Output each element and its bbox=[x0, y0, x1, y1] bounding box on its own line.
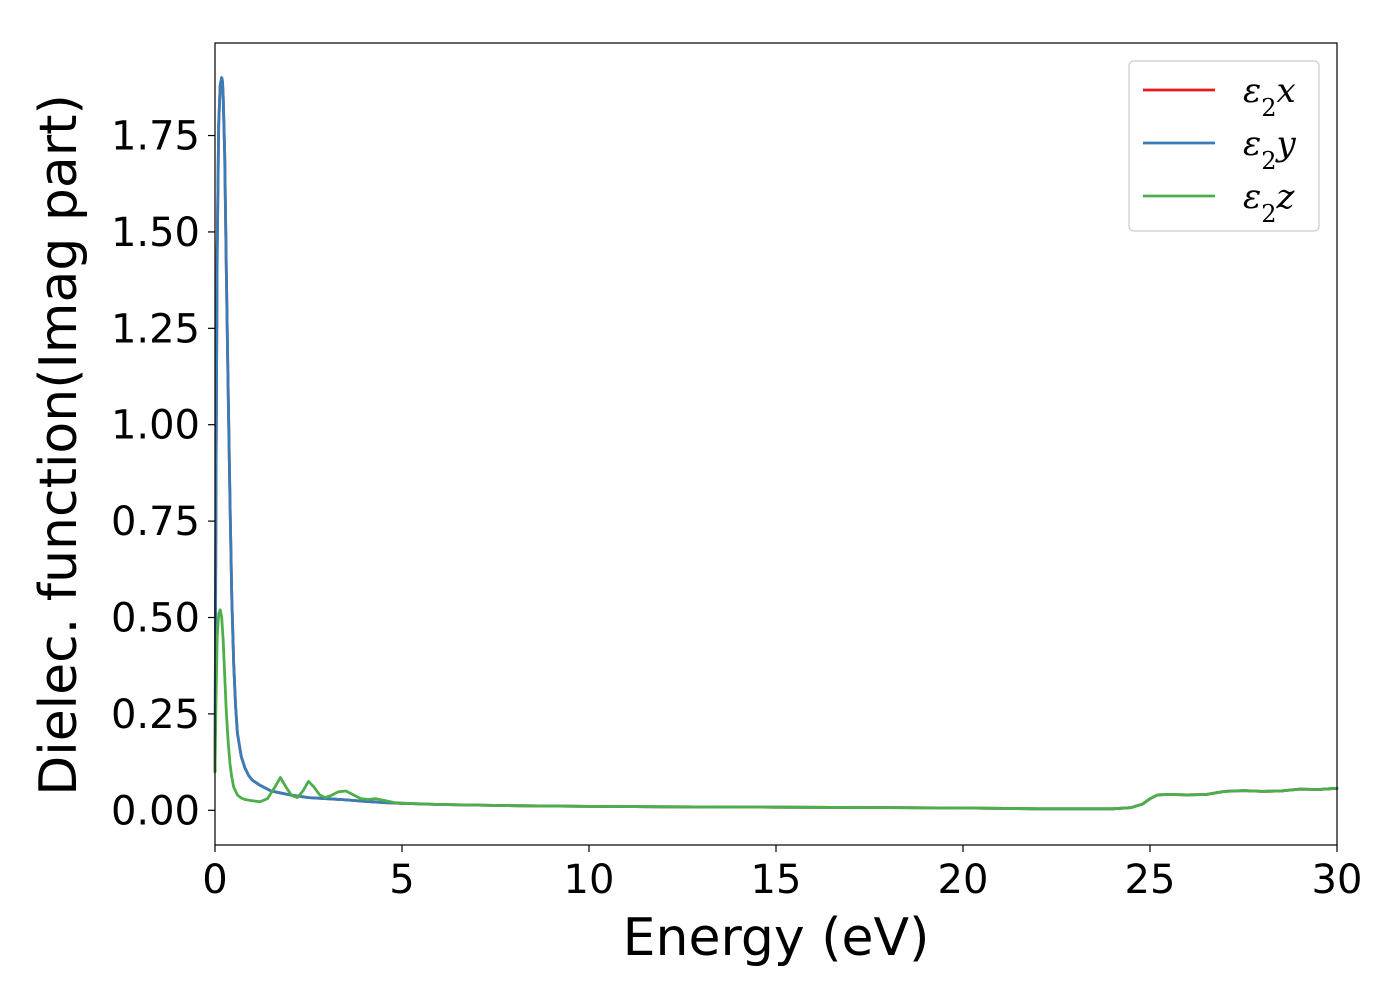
x-tick-label: 5 bbox=[389, 857, 414, 903]
y-tick-label: 1.00 bbox=[111, 403, 200, 449]
x-tick-label: 0 bbox=[202, 857, 227, 903]
series-line-3 bbox=[213, 608, 1339, 811]
x-axis-ticks: 0 5 10 15 20 25 30 bbox=[202, 845, 1362, 903]
y-axis-label: Dielec. function(Imag part) bbox=[29, 94, 89, 796]
legend-label: ε2x bbox=[1243, 71, 1296, 122]
legend-label: ε2z bbox=[1243, 177, 1296, 228]
y-axis-ticks: 0.00 0.25 0.50 0.75 1.00 1.25 1.50 1.75 bbox=[111, 114, 215, 834]
y-tick-label: 0.00 bbox=[111, 788, 200, 834]
y-tick-label: 0.50 bbox=[111, 596, 200, 642]
x-axis-label: Energy (eV) bbox=[623, 908, 930, 968]
x-tick-label: 10 bbox=[564, 857, 615, 903]
y-tick-label: 0.25 bbox=[111, 692, 200, 738]
legend-box bbox=[1128, 60, 1320, 232]
y-tick-label: 1.25 bbox=[111, 306, 200, 352]
x-tick-label: 30 bbox=[1312, 857, 1363, 903]
x-tick-label: 15 bbox=[751, 857, 802, 903]
x-tick-label: 25 bbox=[1125, 857, 1176, 903]
legend-label: ε2y bbox=[1243, 124, 1297, 175]
plot-lines bbox=[213, 76, 1339, 811]
y-tick-label: 0.75 bbox=[111, 499, 200, 545]
y-tick-label: 1.75 bbox=[111, 114, 200, 160]
y-tick-label: 1.50 bbox=[111, 210, 200, 256]
x-tick-label: 20 bbox=[938, 857, 989, 903]
